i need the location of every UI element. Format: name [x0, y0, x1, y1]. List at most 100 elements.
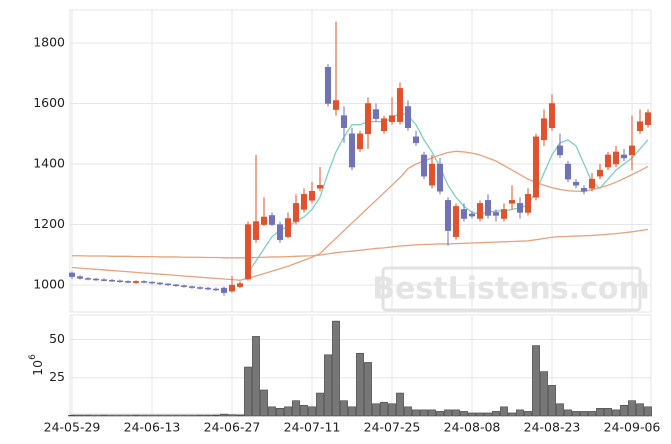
candle-body — [212, 288, 220, 291]
candle-body — [340, 115, 348, 128]
candle-body — [444, 200, 452, 231]
plot — [68, 9, 652, 417]
candle-body — [412, 136, 420, 144]
volume-bar — [260, 389, 268, 417]
volume-bar — [484, 412, 492, 417]
candle-body — [500, 209, 508, 219]
candle-body — [396, 88, 404, 122]
volume-bar — [212, 415, 220, 417]
candle-body — [428, 163, 436, 186]
volume-bar — [604, 408, 612, 417]
x-tick-label: 24-07-25 — [364, 420, 421, 435]
y-tick-label: 1800 — [33, 34, 65, 49]
ma-line — [71, 150, 649, 281]
candle-body — [180, 285, 188, 287]
volume-unit: 106 — [28, 354, 45, 376]
candle-body — [636, 121, 644, 131]
candle-body — [516, 203, 524, 213]
volume-bar — [380, 401, 388, 417]
volume-bar — [300, 404, 308, 417]
x-tick-label: 24-08-08 — [444, 420, 501, 435]
candle-body — [380, 118, 388, 131]
candle-body — [356, 133, 364, 150]
volume-bar — [292, 400, 300, 417]
y-tick-label: 1400 — [33, 156, 65, 171]
x-tick-label: 24-06-13 — [124, 420, 181, 435]
candle-body — [436, 163, 444, 192]
candle-body — [156, 282, 164, 285]
volume-bar — [348, 406, 356, 417]
volume-bar — [436, 411, 444, 417]
volume-bar — [364, 362, 372, 417]
candle-body — [268, 215, 276, 225]
candle-body — [404, 106, 412, 128]
candle-body — [324, 66, 332, 104]
candle-body — [116, 280, 124, 283]
candle-body — [148, 281, 156, 284]
volume-bar — [548, 385, 556, 417]
watermark: BestListens.com — [372, 272, 650, 307]
candle-body — [140, 281, 148, 283]
candle-body — [548, 103, 556, 128]
candle-body — [468, 213, 476, 217]
candle-body — [332, 100, 340, 110]
candle-body — [300, 194, 308, 210]
candle-body — [620, 154, 628, 159]
y-tick-label: 1600 — [33, 95, 65, 110]
candle-body — [68, 272, 76, 277]
volume-bar — [220, 413, 228, 417]
candle-body — [84, 278, 92, 280]
volume-bar — [540, 371, 548, 417]
candle-body — [420, 154, 428, 177]
volume-bar — [612, 409, 620, 417]
x-tick-label: 24-07-11 — [284, 420, 341, 435]
volume-bar — [372, 403, 380, 417]
candle-body — [364, 103, 372, 135]
volume-bar — [580, 411, 588, 417]
volume-bar — [556, 403, 564, 417]
volume-bar — [228, 414, 236, 417]
candle-body — [308, 191, 316, 201]
candle-body — [588, 178, 596, 189]
candle-body — [572, 181, 580, 186]
candle-body — [524, 194, 532, 213]
candle-body — [228, 284, 236, 292]
volume-bar — [420, 409, 428, 417]
candle-body — [476, 203, 484, 219]
unit-exponent: 6 — [28, 354, 38, 360]
candle-body — [220, 287, 228, 293]
candle-body — [292, 203, 300, 222]
volume-bar — [276, 408, 284, 417]
volume-bar — [284, 406, 292, 417]
candle-body — [532, 136, 540, 198]
candle-body — [508, 200, 516, 204]
candle-body — [236, 283, 244, 287]
volume-bar — [308, 406, 316, 417]
volume-bar — [508, 412, 516, 417]
candle-body — [628, 145, 636, 156]
volume-bar — [492, 411, 500, 417]
candle-body — [540, 118, 548, 141]
candle-body — [316, 184, 324, 189]
volume-bar — [396, 392, 404, 417]
volume-bar — [460, 411, 468, 417]
volume-bar — [596, 408, 604, 417]
volume-bar — [468, 412, 476, 417]
ma-line — [72, 228, 649, 259]
candle-body — [132, 281, 140, 283]
candle-body — [172, 284, 180, 287]
y-tick-label: 1000 — [33, 277, 65, 292]
volume-bar — [636, 403, 644, 417]
candle-body — [604, 154, 612, 168]
volume-bar — [444, 409, 452, 417]
y-tick-label: 25 — [49, 369, 65, 384]
volume-bar — [324, 354, 332, 417]
candle-body — [204, 287, 212, 290]
volume-bar — [620, 404, 628, 417]
volume-bar — [452, 409, 460, 417]
candle-body — [188, 286, 196, 288]
ma-line — [247, 111, 649, 274]
volume-bar — [316, 392, 324, 417]
candle-body — [284, 218, 292, 237]
